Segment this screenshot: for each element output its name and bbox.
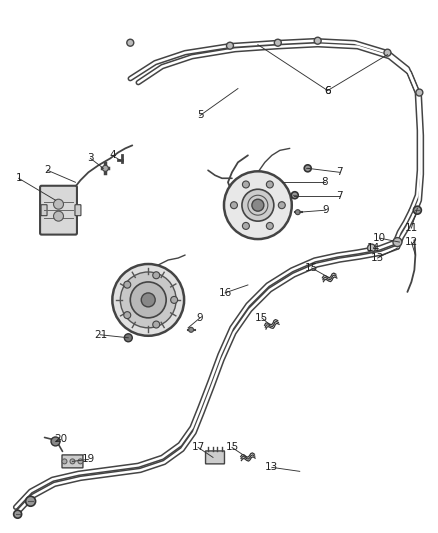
FancyBboxPatch shape [40,186,77,235]
Text: 7: 7 [336,191,343,201]
Circle shape [112,264,184,336]
Circle shape [53,211,64,221]
Circle shape [278,201,285,209]
Circle shape [189,327,194,332]
Circle shape [102,165,108,171]
Text: 21: 21 [94,330,107,340]
Text: 12: 12 [405,237,418,247]
Circle shape [153,321,160,328]
Circle shape [413,206,421,214]
Circle shape [384,49,391,56]
FancyBboxPatch shape [205,451,225,464]
Circle shape [314,37,321,44]
Circle shape [25,496,35,506]
Circle shape [171,296,178,303]
FancyBboxPatch shape [41,205,47,216]
Circle shape [266,222,273,229]
Text: 14: 14 [367,243,380,253]
Circle shape [127,39,134,46]
Text: 6: 6 [325,86,331,95]
Circle shape [230,201,237,209]
Circle shape [295,209,300,215]
Text: 15: 15 [255,313,268,323]
Circle shape [124,281,131,288]
Circle shape [291,192,298,199]
Circle shape [416,89,423,96]
Circle shape [14,510,21,518]
Text: 9: 9 [322,205,329,215]
Text: 15: 15 [305,263,318,273]
Text: 2: 2 [44,165,51,175]
Circle shape [53,199,64,209]
Circle shape [367,244,375,252]
Text: 19: 19 [82,455,95,464]
Circle shape [304,165,311,172]
Circle shape [78,459,83,464]
Circle shape [252,199,264,211]
Circle shape [242,189,274,221]
Circle shape [393,238,402,247]
Text: 8: 8 [321,177,328,187]
Text: 7: 7 [336,167,343,177]
Circle shape [224,171,292,239]
Circle shape [124,334,132,342]
Text: 11: 11 [405,223,418,233]
Circle shape [124,312,131,319]
Circle shape [274,39,281,46]
Text: 15: 15 [225,442,239,453]
Text: 10: 10 [373,233,386,243]
Circle shape [70,459,75,464]
Text: 9: 9 [197,313,203,323]
Text: 1: 1 [15,173,22,183]
Circle shape [242,181,249,188]
Circle shape [266,181,273,188]
Circle shape [62,459,67,464]
Text: 4: 4 [109,150,116,160]
FancyBboxPatch shape [62,455,83,468]
Text: 20: 20 [54,434,67,445]
Text: 13: 13 [371,253,384,263]
Text: 5: 5 [197,110,203,120]
Circle shape [153,272,160,279]
Circle shape [141,293,155,307]
Text: 17: 17 [191,442,205,453]
Circle shape [51,437,60,446]
Circle shape [226,42,233,49]
Text: 13: 13 [265,462,279,472]
Circle shape [130,282,166,318]
FancyBboxPatch shape [75,205,81,216]
Text: 6: 6 [325,86,331,95]
Circle shape [242,222,249,229]
Circle shape [120,272,176,328]
Text: 16: 16 [219,288,232,298]
Text: 3: 3 [87,154,94,163]
